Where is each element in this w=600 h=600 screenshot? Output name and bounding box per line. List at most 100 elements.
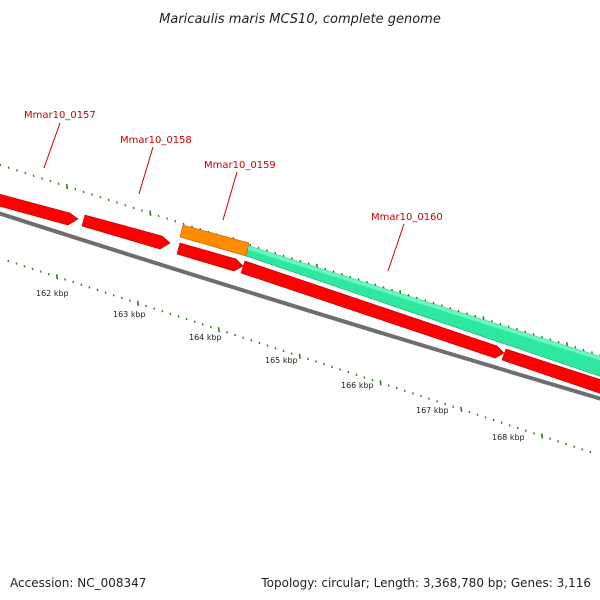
inner-minor-tick — [266, 344, 269, 347]
inner-minor-tick — [177, 315, 180, 318]
inner-minor-tick — [169, 312, 172, 316]
scale-label-167: 167 kbp — [416, 406, 449, 415]
outer-minor-tick — [57, 182, 60, 186]
outer-minor-tick — [24, 171, 27, 175]
scale-label-168: 168 kbp — [492, 433, 525, 442]
inner-minor-tick — [395, 386, 398, 390]
outer-minor-tick — [416, 296, 418, 300]
outer-minor-tick — [474, 314, 477, 318]
outer-minor-tick — [266, 249, 268, 252]
inner-minor-tick — [7, 259, 10, 263]
inner-strand-genes — [176, 242, 600, 394]
inner-minor-tick — [80, 283, 83, 287]
outer-minor-tick — [391, 288, 393, 292]
outer-minor-tick — [249, 243, 252, 247]
leader-0157 — [43, 122, 61, 169]
outer-minor-tick — [49, 179, 52, 183]
inner-minor-tick — [347, 370, 350, 374]
inner-minor-tick — [315, 360, 317, 363]
gene-arrow-inner-3 — [501, 348, 600, 394]
outer-minor-tick — [32, 174, 35, 178]
gene-label-0160: Mmar10_0160 — [371, 212, 443, 223]
outer-minor-tick — [324, 267, 327, 271]
outer-minor-tick — [549, 338, 552, 341]
inner-major-tick — [55, 274, 59, 280]
inner-minor-tick — [557, 440, 560, 443]
inner-minor-tick — [226, 331, 228, 334]
outer-minor-tick — [257, 246, 260, 250]
outer-minor-tick — [141, 209, 143, 212]
inner-minor-tick — [88, 286, 91, 289]
scale-label-164: 164 kbp — [189, 333, 222, 342]
outer-minor-tick — [541, 335, 543, 339]
inner-minor-tick — [516, 426, 519, 430]
inner-minor-tick — [444, 402, 447, 406]
inner-minor-tick — [193, 320, 196, 324]
inner-minor-tick — [573, 445, 576, 448]
outer-minor-tick — [441, 304, 443, 307]
inner-minor-tick — [282, 349, 285, 353]
inner-minor-tick — [15, 262, 18, 265]
inner-minor-tick — [234, 333, 237, 337]
gene-labels: Mmar10_0157 Mmar10_0158 Mmar10_0159 Mmar… — [24, 110, 443, 223]
inner-minor-tick — [387, 384, 390, 387]
outer-minor-tick — [16, 169, 18, 172]
label-leaders — [43, 122, 405, 272]
inner-major-tick — [540, 433, 544, 439]
inner-minor-tick — [72, 280, 75, 284]
map-title: Maricaulis maris MCS10, complete genome — [159, 12, 441, 27]
outer-minor-tick — [107, 198, 110, 202]
inner-minor-tick — [508, 424, 511, 427]
inner-minor-tick — [104, 291, 107, 294]
inner-minor-tick — [452, 405, 455, 408]
inner-minor-tick — [290, 352, 293, 355]
outer-strand-genes — [0, 194, 250, 257]
scale-label-165: 165 kbp — [265, 356, 298, 365]
outer-minor-tick — [307, 262, 310, 265]
inner-minor-tick — [201, 323, 204, 326]
outer-minor-tick — [341, 272, 343, 276]
inner-minor-tick — [306, 357, 309, 361]
outer-minor-tick — [432, 301, 435, 305]
genome-backbone — [0, 211, 600, 401]
inner-minor-tick — [153, 307, 156, 310]
inner-minor-tick — [355, 373, 358, 377]
inner-minor-tick — [23, 265, 26, 268]
outer-minor-tick — [124, 203, 127, 207]
scale-label-162: 162 kbp — [36, 289, 69, 298]
outer-minor-tick — [516, 327, 518, 331]
inner-minor-tick — [403, 389, 406, 393]
outer-minor-tick — [424, 299, 427, 302]
outer-minor-tick — [0, 163, 2, 167]
gene-arrow-0160 — [240, 260, 505, 359]
inner-minor-tick — [532, 432, 535, 435]
outer-minor-tick — [291, 257, 293, 260]
inner-minor-tick — [589, 450, 592, 454]
outer-minor-tick — [449, 307, 452, 310]
outer-minor-tick — [457, 309, 460, 313]
inner-minor-tick — [39, 270, 42, 273]
inner-minor-tick — [128, 299, 131, 302]
inner-minor-tick — [47, 272, 50, 276]
inner-minor-tick — [500, 421, 503, 424]
inner-major-tick — [298, 353, 301, 359]
outer-tick-ring — [0, 163, 600, 357]
outer-minor-tick — [557, 340, 560, 344]
inner-minor-tick — [96, 288, 99, 292]
outer-minor-tick — [132, 206, 135, 210]
outer-minor-tick — [349, 275, 352, 279]
scale-label-166: 166 kbp — [341, 381, 374, 390]
leader-0158 — [138, 146, 154, 195]
inner-minor-tick — [185, 317, 188, 321]
outer-minor-tick — [366, 280, 368, 284]
outer-minor-tick — [91, 193, 93, 196]
inner-minor-tick — [31, 267, 34, 271]
outer-minor-tick — [99, 195, 102, 199]
inner-minor-tick — [339, 368, 342, 371]
outer-major-tick — [149, 210, 152, 216]
outer-minor-tick — [524, 330, 527, 333]
outer-minor-tick — [499, 322, 502, 326]
outer-minor-tick — [274, 251, 277, 255]
accession-text: Accession: NC_008347 — [10, 576, 146, 590]
outer-minor-tick — [166, 217, 168, 220]
